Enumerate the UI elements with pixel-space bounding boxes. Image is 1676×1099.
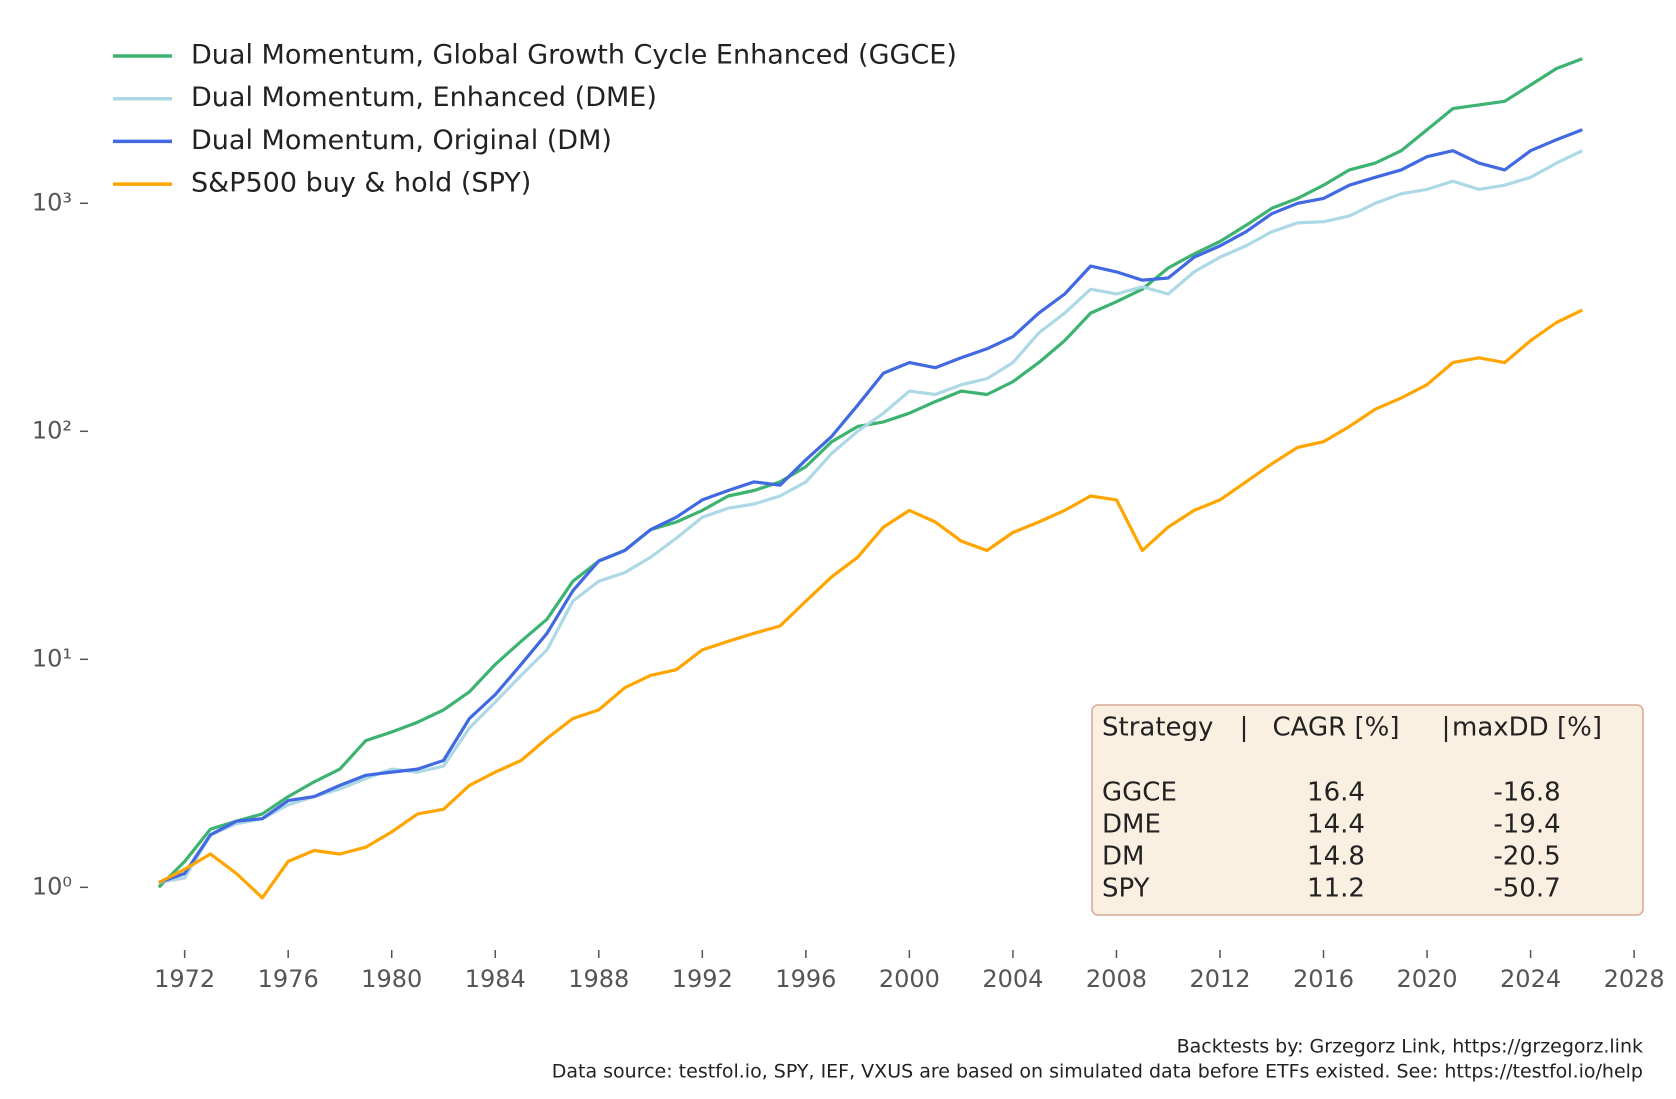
x-tick-label: 2004 xyxy=(982,965,1043,993)
x-tick-label: 1984 xyxy=(465,965,526,993)
table-cell: -50.7 xyxy=(1493,874,1560,904)
y-tick-label: 10² xyxy=(32,416,72,444)
x-tick-label: 1976 xyxy=(258,965,319,993)
table-header: | xyxy=(1442,713,1451,743)
x-tick-label: 1980 xyxy=(361,965,422,993)
x-tick-label: 1996 xyxy=(775,965,836,993)
series-line xyxy=(158,308,1583,900)
legend-label: S&P500 buy & hold (SPY) xyxy=(191,168,531,199)
x-tick-label: 2016 xyxy=(1293,965,1354,993)
table-cell: -20.5 xyxy=(1493,842,1560,872)
legend-label: Dual Momentum, Enhanced (DME) xyxy=(191,82,657,113)
table-header: CAGR [%] xyxy=(1273,713,1400,743)
x-tick-label: 2020 xyxy=(1397,965,1458,993)
table-cell: 14.8 xyxy=(1307,842,1365,872)
x-tick-label: 2000 xyxy=(879,965,940,993)
table-header: Strategy xyxy=(1102,713,1213,743)
x-tick-label: 1988 xyxy=(568,965,629,993)
series-line xyxy=(158,128,1583,885)
table-cell: SPY xyxy=(1102,874,1150,904)
credit-note: Backtests by: Grzegorz Link, https://grz… xyxy=(1177,1036,1643,1058)
table-cell: DME xyxy=(1102,810,1161,840)
x-tick-label: 2028 xyxy=(1604,965,1665,993)
table-cell: 16.4 xyxy=(1307,778,1365,808)
table-cell: 11.2 xyxy=(1307,874,1365,904)
table-header: | xyxy=(1240,713,1249,743)
table-cell: -16.8 xyxy=(1493,778,1560,808)
x-tick-label: 1972 xyxy=(154,965,215,993)
x-tick-label: 2008 xyxy=(1086,965,1147,993)
table-cell: GGCE xyxy=(1102,778,1177,808)
x-tick-label: 2012 xyxy=(1189,965,1250,993)
y-tick-label: 10¹ xyxy=(32,644,72,672)
x-tick-label: 2024 xyxy=(1500,965,1561,993)
source-note: Data source: testfol.io, SPY, IEF, VXUS … xyxy=(552,1061,1643,1083)
table-cell: DM xyxy=(1102,842,1144,872)
legend-label: Dual Momentum, Original (DM) xyxy=(191,125,612,156)
table-cell: -19.4 xyxy=(1493,810,1560,840)
legend-label: Dual Momentum, Global Growth Cycle Enhan… xyxy=(191,40,957,71)
y-tick-label: 10⁰ xyxy=(32,872,72,900)
x-tick-label: 1992 xyxy=(672,965,733,993)
series-line xyxy=(158,149,1583,885)
y-tick-label: 10³ xyxy=(32,188,72,216)
table-header: maxDD [%] xyxy=(1452,713,1602,743)
table-cell: 14.4 xyxy=(1307,810,1365,840)
stats-box xyxy=(1091,704,1644,916)
